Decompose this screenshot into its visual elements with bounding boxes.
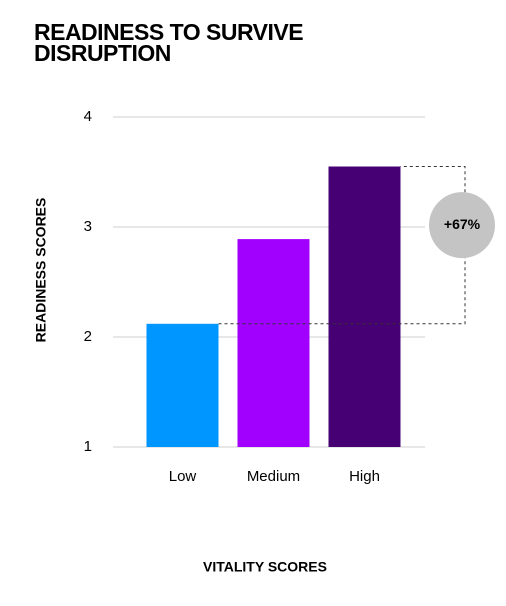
y-tick-label: 1 (84, 438, 92, 455)
annotation-badge (429, 192, 495, 259)
x-tick-label: Low (169, 468, 197, 485)
x-tick-label: High (349, 468, 380, 485)
bar (146, 323, 219, 447)
x-tick-label: Medium (247, 468, 300, 485)
y-tick-label: 3 (84, 218, 92, 235)
y-tick-label: 2 (84, 328, 92, 345)
y-tick-label: 4 (84, 108, 92, 125)
annotation: +67% (444, 216, 481, 232)
x-axis-label: VITALITY SCORES (203, 559, 327, 575)
chart-title: READINESS TO SURVIVE DISRUPTION (34, 19, 304, 66)
bar (328, 166, 401, 447)
y-axis-label: READINESS SCORES (33, 198, 49, 343)
bar (237, 239, 310, 447)
